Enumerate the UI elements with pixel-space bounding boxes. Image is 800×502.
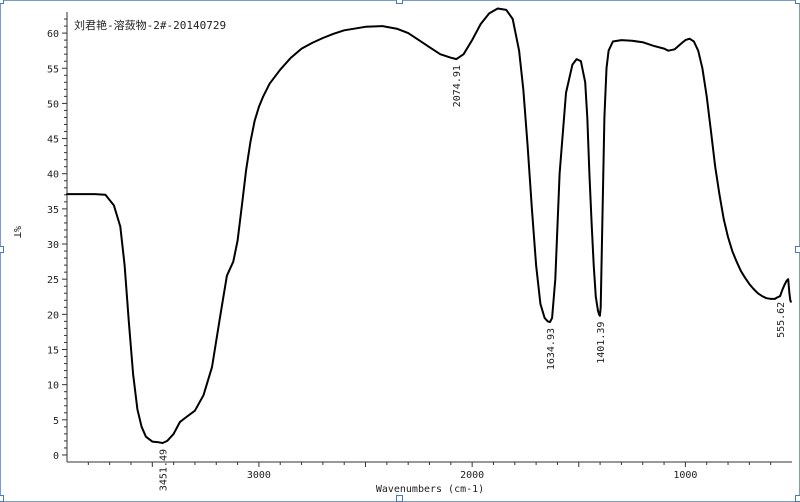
y-tick-label: 25 [47,275,59,286]
resize-handle-middle-left[interactable] [0,246,4,253]
y-tick-label: 55 [47,64,59,75]
y-tick-label: 35 [47,205,59,216]
axes [66,12,792,463]
series-group [66,7,792,444]
y-tick-label: 45 [47,135,59,146]
peak-label: 1401.39 [596,322,607,364]
resize-handle-top-center[interactable] [396,0,403,4]
y-tick-label: 40 [47,170,59,181]
y-tick-label: 50 [47,99,59,110]
peak-label: 555.62 [776,302,787,338]
peak-label: 2074.91 [452,65,463,107]
x-tick-label: 2000 [460,470,484,481]
y-tick-label: 10 [47,381,59,392]
y-tick-label: 30 [47,240,59,251]
x-axis-label: Wavenumbers (cm-1) [376,484,484,495]
x-tick-label: 1000 [673,470,697,481]
resize-handle-top-right[interactable] [795,0,800,4]
peak-label: 3451.49 [159,449,170,491]
y-tick-label: 15 [47,346,59,357]
spectrum-line [66,7,792,444]
peak-annotations: 3451.49 2074.91 1634.93 1401.39 555.62 [159,65,787,491]
y-tick-label: 60 [47,29,59,40]
x-tick-label: 3000 [247,470,271,481]
y-axis-ticks: 0 5 10 15 20 25 30 35 40 45 50 55 60 [47,18,67,462]
y-tick-label: 0 [53,451,59,462]
peak-label: 1634.93 [546,328,557,370]
y-tick-label: 5 [53,416,59,427]
chart-title: 刘君艳-溶蔹物-2#-20140729 [74,18,226,32]
y-tick-label: 20 [47,310,59,321]
resize-handle-top-left[interactable] [0,0,4,4]
x-axis-ticks: 3000 2000 1000 [87,462,772,481]
y-axis-label: %T [11,226,22,238]
resize-handle-middle-right[interactable] [795,246,800,253]
